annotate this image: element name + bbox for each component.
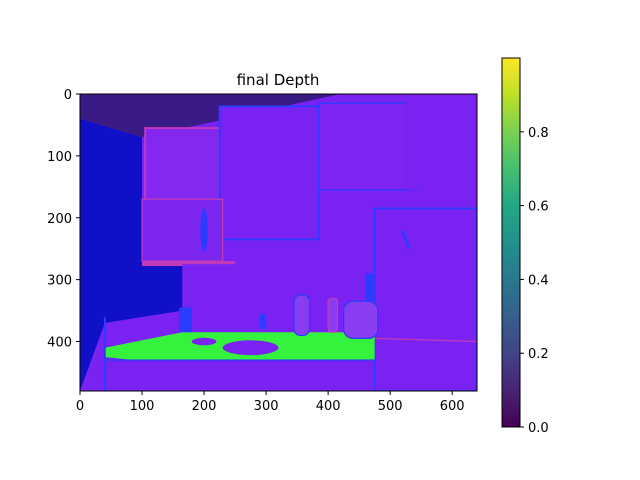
image-frame <box>79 93 478 392</box>
y-tick-label: 100 <box>47 150 72 165</box>
depth-image <box>80 94 477 391</box>
colorbar-tick-label: 0.6 <box>528 200 549 215</box>
x-tick-label: 200 <box>192 399 217 414</box>
x-tick-label: 500 <box>378 399 403 414</box>
y-tick-label: 200 <box>47 212 72 227</box>
colorbar-tick-label: 0.8 <box>528 126 549 141</box>
colorbar-ticks: 0.0 0.2 0.4 0.6 0.8 <box>520 126 549 436</box>
colorbar-tick-label: 0.4 <box>528 273 549 288</box>
y-tick-label: 300 <box>47 274 72 289</box>
colorbar-tick-label: 0.2 <box>528 347 549 362</box>
x-tick-label: 600 <box>440 399 465 414</box>
x-tick-label: 300 <box>254 399 279 414</box>
chart-title: final Depth <box>237 71 320 89</box>
colorbar-tick-label: 0.0 <box>528 421 549 436</box>
colorbar <box>501 57 521 428</box>
x-tick-label: 400 <box>316 399 341 414</box>
x-tick-label: 0 <box>76 399 84 414</box>
x-tick-label: 100 <box>130 399 155 414</box>
y-tick-label: 400 <box>47 336 72 351</box>
x-axis: 0 100 200 300 400 500 600 <box>76 391 465 414</box>
y-axis: 0 100 200 300 400 <box>47 88 80 351</box>
y-tick-label: 0 <box>64 88 72 103</box>
